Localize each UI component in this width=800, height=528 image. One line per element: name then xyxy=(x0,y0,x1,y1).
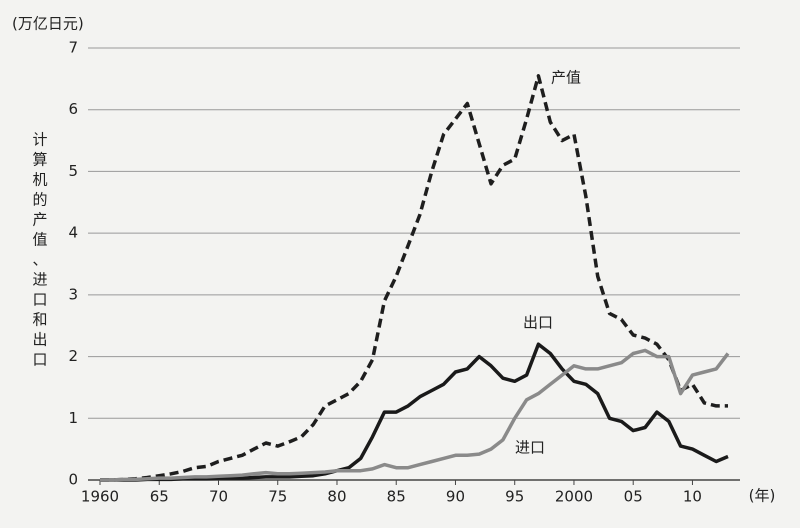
x-tick-label: 70 xyxy=(209,488,228,506)
y-tick-label: 2 xyxy=(68,347,78,365)
x-tick-label: 75 xyxy=(268,488,287,506)
y-tick-label: 5 xyxy=(68,162,78,180)
y-label-char: 机 xyxy=(32,171,47,189)
line-series xyxy=(100,342,729,482)
x-tick-label: 65 xyxy=(150,488,169,506)
y-tick-label: 7 xyxy=(68,39,78,57)
y-tick-label: 0 xyxy=(68,471,78,489)
x-tick-label: 80 xyxy=(327,488,346,506)
line-series xyxy=(100,348,730,482)
y-label-char: 算 xyxy=(32,151,47,169)
y-tick-label: 6 xyxy=(68,100,78,118)
y-label-char: 口 xyxy=(32,291,47,309)
y-label-char: 值 xyxy=(32,231,47,249)
series-label: 进口 xyxy=(515,439,545,457)
x-tick-label: 90 xyxy=(446,488,465,506)
x-tick-label: 1960 xyxy=(81,488,119,506)
x-tick-label: 10 xyxy=(683,488,702,506)
y-label-char: 产 xyxy=(32,211,47,229)
y-tick-label: 4 xyxy=(68,224,78,242)
y-label-char: 进 xyxy=(32,271,47,289)
y-tick-label: 1 xyxy=(68,409,78,427)
x-tick-label: 85 xyxy=(387,488,406,506)
y-label-char: 和 xyxy=(32,311,47,329)
x-unit: (年) xyxy=(749,487,776,505)
y-label-char: 出 xyxy=(32,331,47,349)
series-label: 产值 xyxy=(551,69,581,87)
y-label-char: 口 xyxy=(32,351,47,369)
y-label-char: 计 xyxy=(32,131,47,149)
y-label-char: 、 xyxy=(32,251,47,269)
x-tick-label: 05 xyxy=(624,488,643,506)
x-tick-label: 2000 xyxy=(555,488,593,506)
series-label: 出口 xyxy=(523,314,553,332)
y-tick-label: 3 xyxy=(68,285,78,303)
x-tick-label: 95 xyxy=(505,488,524,506)
y-unit: (万亿日元) xyxy=(12,15,84,33)
line-series xyxy=(100,74,728,482)
y-label-char: 的 xyxy=(32,191,47,209)
